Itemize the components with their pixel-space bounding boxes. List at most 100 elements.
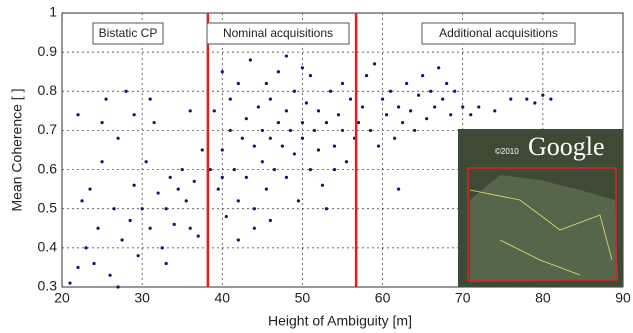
point <box>377 144 380 147</box>
point <box>325 207 328 210</box>
point <box>68 281 71 284</box>
point <box>149 98 152 101</box>
point <box>197 235 200 238</box>
point <box>117 285 120 288</box>
point <box>309 168 312 171</box>
point <box>341 82 344 85</box>
point <box>269 219 272 222</box>
point <box>345 160 348 163</box>
point <box>321 184 324 187</box>
point <box>145 160 148 163</box>
point <box>108 274 111 277</box>
point <box>133 113 136 116</box>
point <box>121 238 124 241</box>
point <box>165 262 168 265</box>
x-tick-label: 50 <box>295 290 311 306</box>
point <box>281 144 284 147</box>
point <box>425 117 428 120</box>
point <box>245 176 248 179</box>
point <box>293 90 296 93</box>
point <box>461 105 464 108</box>
point <box>285 54 288 57</box>
point <box>165 207 168 210</box>
point <box>137 254 140 257</box>
y-tick-label: 0.6 <box>38 160 58 176</box>
point <box>493 109 496 112</box>
point <box>285 109 288 112</box>
point <box>409 109 412 112</box>
point <box>249 58 252 61</box>
point <box>84 246 87 249</box>
point <box>549 98 552 101</box>
point <box>169 176 172 179</box>
point <box>233 168 236 171</box>
point <box>161 246 164 249</box>
inset-brand: Google <box>528 132 605 161</box>
point <box>393 137 396 140</box>
point <box>341 129 344 132</box>
point <box>453 90 456 93</box>
point <box>301 121 304 124</box>
point <box>213 109 216 112</box>
point <box>245 117 248 120</box>
point <box>104 98 107 101</box>
point <box>217 188 220 191</box>
point <box>265 82 268 85</box>
point <box>265 188 268 191</box>
point <box>185 199 188 202</box>
point <box>349 98 352 101</box>
point <box>357 121 360 124</box>
point <box>381 98 384 101</box>
point <box>241 137 244 140</box>
point <box>129 219 132 222</box>
x-axis-label: Height of Ambiguity [m] <box>268 313 412 329</box>
point <box>209 168 212 171</box>
point <box>201 148 204 151</box>
y-tick-label: 1 <box>49 4 57 20</box>
point <box>389 90 392 93</box>
x-tick-label: 80 <box>535 290 551 306</box>
point <box>273 168 276 171</box>
point <box>313 129 316 132</box>
point <box>237 82 240 85</box>
point <box>100 160 103 163</box>
point <box>333 168 336 171</box>
point <box>417 94 420 97</box>
point <box>173 223 176 226</box>
point <box>437 66 440 69</box>
point <box>385 113 388 116</box>
point <box>525 98 528 101</box>
inset-copyright: ©2010 <box>495 147 519 156</box>
point <box>229 129 232 132</box>
point <box>421 74 424 77</box>
point <box>253 227 256 230</box>
point <box>301 66 304 69</box>
point <box>237 199 240 202</box>
point <box>509 98 512 101</box>
point <box>221 148 224 151</box>
point <box>141 207 144 210</box>
annotation-text: Bistatic CP <box>99 26 158 40</box>
point <box>541 94 544 97</box>
point <box>309 74 312 77</box>
point <box>369 129 372 132</box>
point <box>92 262 95 265</box>
chart: Height of Ambiguity [m] Mean Coherence [… <box>0 0 633 333</box>
point <box>297 199 300 202</box>
point <box>397 105 400 108</box>
point <box>112 207 115 210</box>
point <box>477 105 480 108</box>
y-tick-label: 0.4 <box>38 239 58 255</box>
point <box>125 90 128 93</box>
point <box>253 207 256 210</box>
point <box>253 144 256 147</box>
point <box>76 266 79 269</box>
point <box>277 121 280 124</box>
point <box>441 98 444 101</box>
point <box>469 113 472 116</box>
point <box>401 121 404 124</box>
point <box>397 188 400 191</box>
point <box>76 113 79 116</box>
point <box>361 105 364 108</box>
point <box>289 129 292 132</box>
